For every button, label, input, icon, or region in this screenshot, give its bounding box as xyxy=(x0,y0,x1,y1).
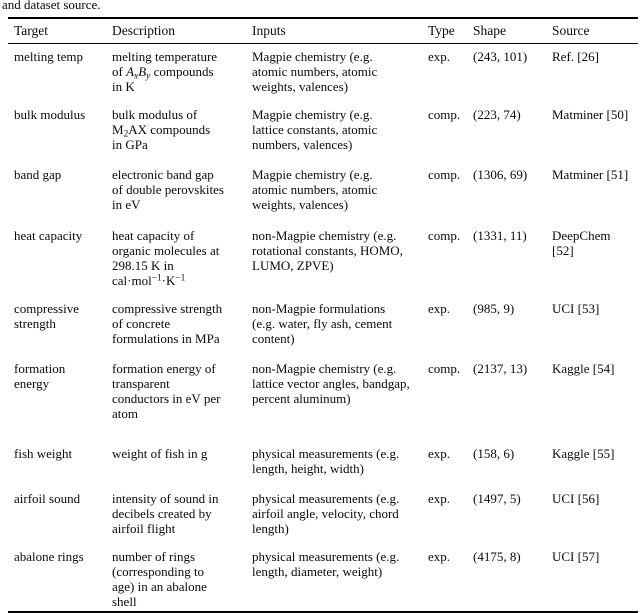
cell-target: heat capacity xyxy=(14,228,83,243)
cell-type: comp. xyxy=(428,361,461,376)
cell-description: weight of fish in g xyxy=(112,446,208,461)
cell-description: compressive strength of concrete formulati… xyxy=(112,301,223,346)
table-row: abalone rings number of rings (correspond… xyxy=(8,549,638,612)
column-header-shape: Shape xyxy=(473,18,552,44)
cell-description: intensity of sound in decibels created by… xyxy=(112,491,219,536)
cell-shape: (2137, 13) xyxy=(473,361,528,376)
table-caption-tail: and dataset source. xyxy=(2,0,101,12)
cell-type: exp. xyxy=(428,49,451,64)
datasets-table: Target Description Inputs Type Shape Sou… xyxy=(8,17,638,613)
cell-source: UCI [53] xyxy=(552,301,600,316)
cell-target: abalone rings xyxy=(14,549,84,564)
cell-type: exp. xyxy=(428,549,451,564)
cell-source: UCI [56] xyxy=(552,491,600,506)
cell-inputs: Magpie chemistry (e.g. atomic numbers, at… xyxy=(252,167,378,212)
cell-target: airfoil sound xyxy=(14,491,81,506)
cell-target: formation energy xyxy=(14,361,66,391)
cell-inputs: Magpie chemistry (e.g. atomic numbers, at… xyxy=(252,49,378,94)
cell-target: fish weight xyxy=(14,446,73,461)
cell-shape: (243, 101) xyxy=(473,49,528,64)
cell-source: Matminer [50] xyxy=(552,107,629,122)
column-header-target: Target xyxy=(8,18,112,44)
table-row: fish weight weight of fish in g physical… xyxy=(8,446,638,491)
table-row: formation energy formation energy of trans… xyxy=(8,361,638,446)
cell-inputs: Magpie chemistry (e.g. lattice constants,… xyxy=(252,107,378,152)
cell-type: exp. xyxy=(428,446,451,461)
cell-shape: (1306, 69) xyxy=(473,167,528,182)
table-row: heat capacity heat capacity of organic mo… xyxy=(8,228,638,301)
cell-target: bulk modulus xyxy=(14,107,86,122)
table-row: airfoil sound intensity of sound in decib… xyxy=(8,491,638,549)
cell-source: UCI [57] xyxy=(552,549,600,564)
cell-source: Kaggle [55] xyxy=(552,446,615,461)
cell-shape: (1331, 11) xyxy=(473,228,527,243)
cell-description: bulk modulus of M2AX compounds in GPa xyxy=(112,107,211,152)
cell-source: DeepChem [52] xyxy=(552,228,611,258)
cell-shape: (223, 74) xyxy=(473,107,521,122)
table-body: melting temp melting temperature of AxBy … xyxy=(8,44,638,613)
cell-type: comp. xyxy=(428,167,461,182)
cell-shape: (1497, 5) xyxy=(473,491,521,506)
cell-target: band gap xyxy=(14,167,62,182)
cell-type: comp. xyxy=(428,107,461,122)
cell-target: compressive strength xyxy=(14,301,79,331)
cell-description: number of rings (corresponding to age) in … xyxy=(112,549,207,609)
column-header-inputs: Inputs xyxy=(252,18,428,44)
column-header-source: Source xyxy=(552,18,638,44)
cell-inputs: non-Magpie chemistry (e.g. lattice vector… xyxy=(252,361,410,406)
cell-inputs: physical measurements (e.g. length, heigh… xyxy=(252,446,400,476)
column-header-description: Description xyxy=(112,18,252,44)
cell-inputs: physical measurements (e.g. airfoil angle… xyxy=(252,491,400,536)
cell-inputs: physical measurements (e.g. length, diame… xyxy=(252,549,400,579)
cell-description: melting temperature of AxBy compounds in K xyxy=(112,49,218,94)
column-header-type: Type xyxy=(428,18,473,44)
cell-source: Ref. [26] xyxy=(552,49,599,64)
table-row: melting temp melting temperature of AxBy … xyxy=(8,44,638,108)
cell-description: heat capacity of organic molecules at 298.… xyxy=(112,228,220,288)
table-row: compressive strength compressive strength… xyxy=(8,301,638,361)
cell-source: Kaggle [54] xyxy=(552,361,615,376)
cell-inputs: non-Magpie chemistry (e.g. rotational con… xyxy=(252,228,403,273)
table-row: band gap electronic band gap of double pe… xyxy=(8,167,638,228)
table-row: bulk modulus bulk modulus of M2AX compoun… xyxy=(8,107,638,167)
cell-source: Matminer [51] xyxy=(552,167,629,182)
cell-target: melting temp xyxy=(14,49,83,64)
cell-type: comp. xyxy=(428,228,461,243)
cell-type: exp. xyxy=(428,301,451,316)
cell-shape: (158, 6) xyxy=(473,446,515,461)
cell-inputs: non-Magpie formulations (e.g. water, fly … xyxy=(252,301,393,346)
cell-description: formation energy of transparent conductors… xyxy=(112,361,221,421)
cell-type: exp. xyxy=(428,491,451,506)
cell-shape: (985, 9) xyxy=(473,301,515,316)
cell-shape: (4175, 8) xyxy=(473,549,521,564)
cell-description: electronic band gap of double perovskites… xyxy=(112,167,224,212)
table-header-row: Target Description Inputs Type Shape Sou… xyxy=(8,18,638,44)
